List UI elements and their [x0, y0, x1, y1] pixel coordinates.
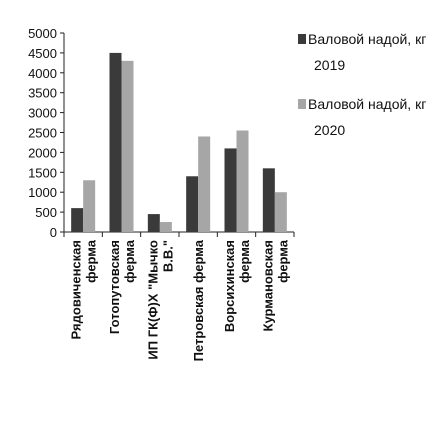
y-tick-label: 2500 [28, 126, 57, 141]
legend-label: 2019 [314, 57, 345, 73]
x-category-label-line: Рядовиченская [69, 240, 84, 339]
bar [147, 214, 160, 232]
x-category-label-line: ферма [122, 239, 137, 283]
x-category-label-line: В.В." [160, 240, 175, 272]
bar [236, 130, 249, 232]
bar [83, 180, 96, 232]
y-tick-label: 2000 [28, 145, 57, 160]
x-category-label: Готопутовская ферма [107, 239, 137, 334]
y-tick-label: 1000 [28, 185, 57, 200]
x-category-label-line: Петровская ферма [191, 239, 206, 361]
legend-label: Валовой надой, кг [308, 31, 426, 47]
x-category-label: Курмановская ферма [260, 239, 290, 331]
x-category-label-line: ИП ГК(Ф)Х "Мычко [145, 240, 160, 360]
legend-swatch [298, 99, 306, 109]
x-category-label-line: ферма [237, 239, 252, 283]
x-category-label-line: Готопутовская [107, 240, 122, 334]
bar [224, 148, 237, 232]
y-tick-label: 500 [35, 205, 57, 220]
bar [262, 168, 275, 232]
x-category-label: Ворсихинская ферма [222, 239, 252, 332]
x-category-label-line: Ворсихинская [222, 240, 237, 332]
x-category-label: Рядовиченская ферма [69, 239, 99, 339]
bar [121, 60, 134, 232]
bar [159, 222, 172, 232]
legend-swatch [298, 34, 306, 44]
bar [186, 176, 199, 232]
x-category-label-line: ферма [275, 239, 290, 283]
legend-label: 2020 [314, 122, 345, 138]
bar [198, 136, 211, 232]
y-tick-label: 3000 [28, 106, 57, 121]
bar [71, 208, 84, 232]
bar [109, 52, 122, 233]
y-tick-label: 1500 [28, 165, 57, 180]
y-tick-label: 4500 [28, 46, 57, 61]
y-tick-label: 5000 [28, 26, 57, 41]
x-category-label-line: Курмановская [260, 240, 275, 331]
bar [274, 192, 287, 232]
x-category-label: Петровская ферма [191, 239, 206, 361]
y-tick-label: 4000 [28, 66, 57, 81]
legend-label: Валовой надой, кг [308, 96, 426, 112]
x-category-label-line: ферма [84, 239, 99, 283]
x-category-label: ИП ГК(Ф)Х "Мычко В.В." [145, 240, 175, 360]
y-tick-label: 0 [50, 225, 57, 240]
y-tick-label: 3500 [28, 86, 57, 101]
